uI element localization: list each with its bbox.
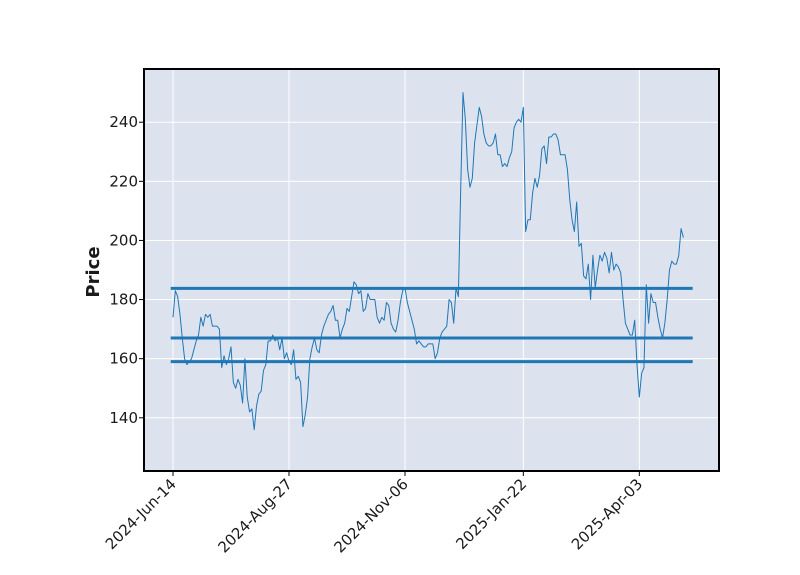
x-tick-label: 2024-Nov-06 xyxy=(331,475,412,556)
x-axis: 2024-Jun-14 2024-Aug-27 2024-Nov-06 2025-Ja… xyxy=(102,471,646,556)
y-tick-label: 220 xyxy=(109,172,138,190)
y-axis-title: Price xyxy=(83,246,104,297)
y-tick-label: 140 xyxy=(109,409,138,427)
x-tick-label: 2025-Apr-03 xyxy=(568,475,646,553)
x-tick-label: 2024-Aug-27 xyxy=(214,475,295,556)
grid xyxy=(144,69,719,471)
series-layer xyxy=(172,92,684,431)
y-tick-label: 160 xyxy=(109,350,138,368)
horizontal-levels xyxy=(170,286,693,364)
x-tick-label: 2025-Jan-22 xyxy=(452,475,530,553)
y-tick-label: 180 xyxy=(109,291,138,309)
x-tick-label: 2024-Jun-14 xyxy=(102,475,180,553)
plot-background xyxy=(144,69,719,471)
plot-frame xyxy=(143,68,720,472)
y-tick-label: 240 xyxy=(109,113,138,131)
y-tick-label: 200 xyxy=(109,231,138,249)
y-axis: 140 160 180 200 220 240 xyxy=(109,113,144,427)
price-series-line xyxy=(172,92,684,431)
